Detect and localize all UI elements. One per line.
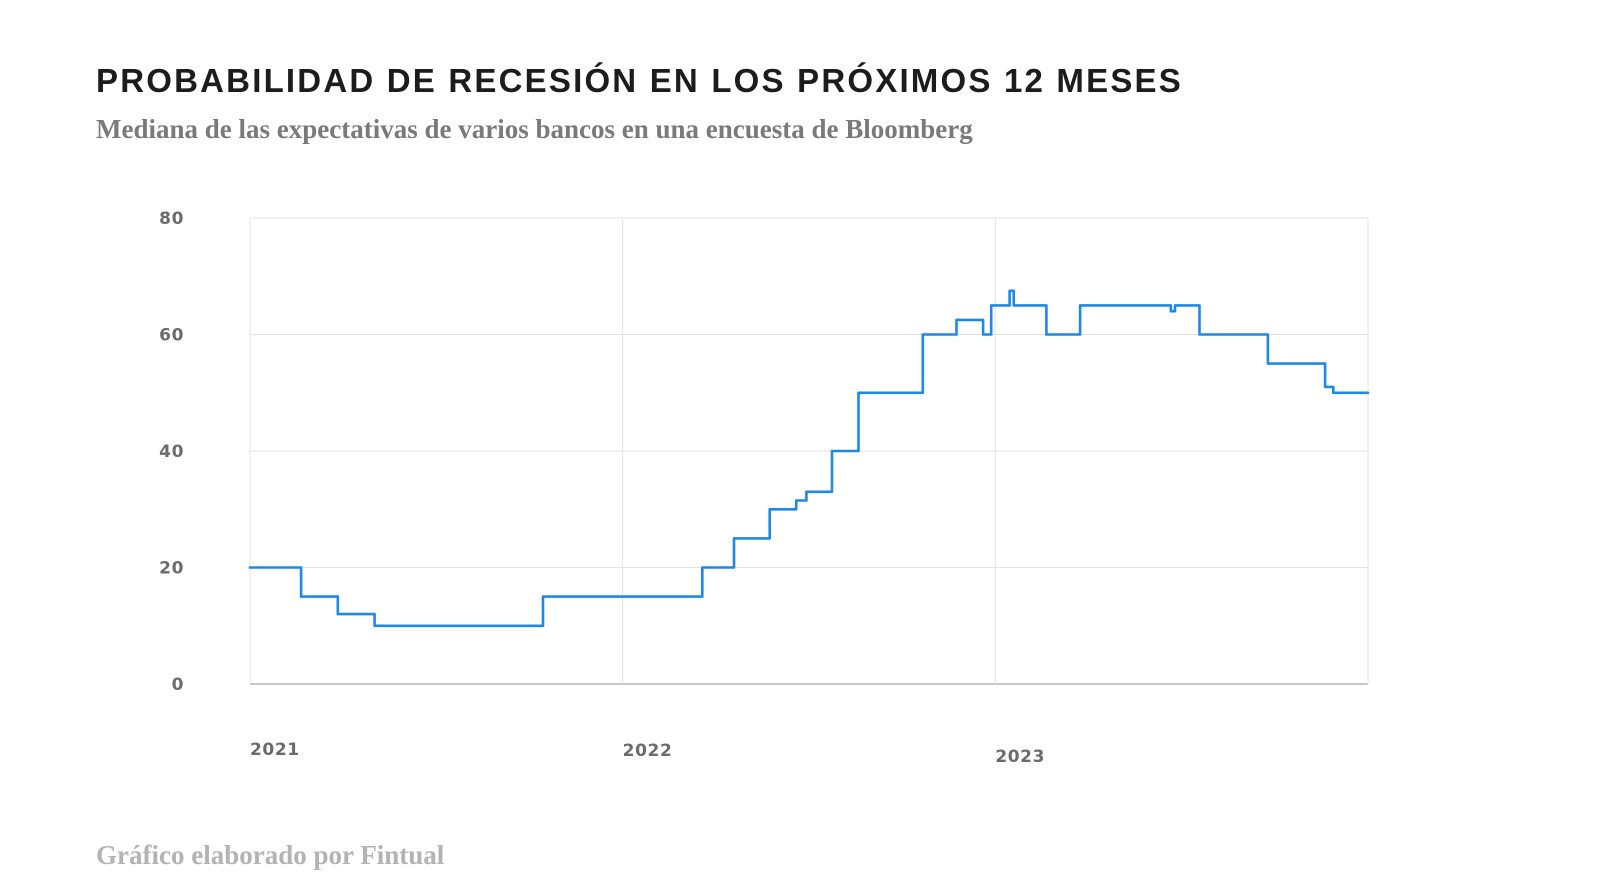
y-tick-label: 40: [159, 442, 184, 462]
x-tick-label: 2023: [995, 747, 1045, 767]
chart-title: PROBABILIDAD DE RECESIÓN EN LOS PRÓXIMOS…: [96, 62, 1183, 99]
x-axis: 2021 2022 2023: [250, 740, 1045, 767]
y-tick-label: 20: [159, 559, 184, 579]
chart-credit: Gráfico elaborado por Fintual: [96, 840, 445, 870]
chart-grid: [249, 217, 1369, 685]
series-line: [248, 289, 1370, 628]
x-tick-label: 2022: [623, 741, 673, 761]
series-layer: [248, 289, 1370, 628]
y-tick-label: 80: [159, 209, 184, 229]
y-tick-label: 0: [172, 675, 184, 695]
y-tick-label: 60: [159, 326, 184, 346]
chart-subtitle: Mediana de las expectativas de varios ba…: [96, 114, 973, 144]
y-axis: 0 20 40 60 80: [159, 209, 184, 695]
x-tick-label: 2021: [250, 740, 300, 760]
